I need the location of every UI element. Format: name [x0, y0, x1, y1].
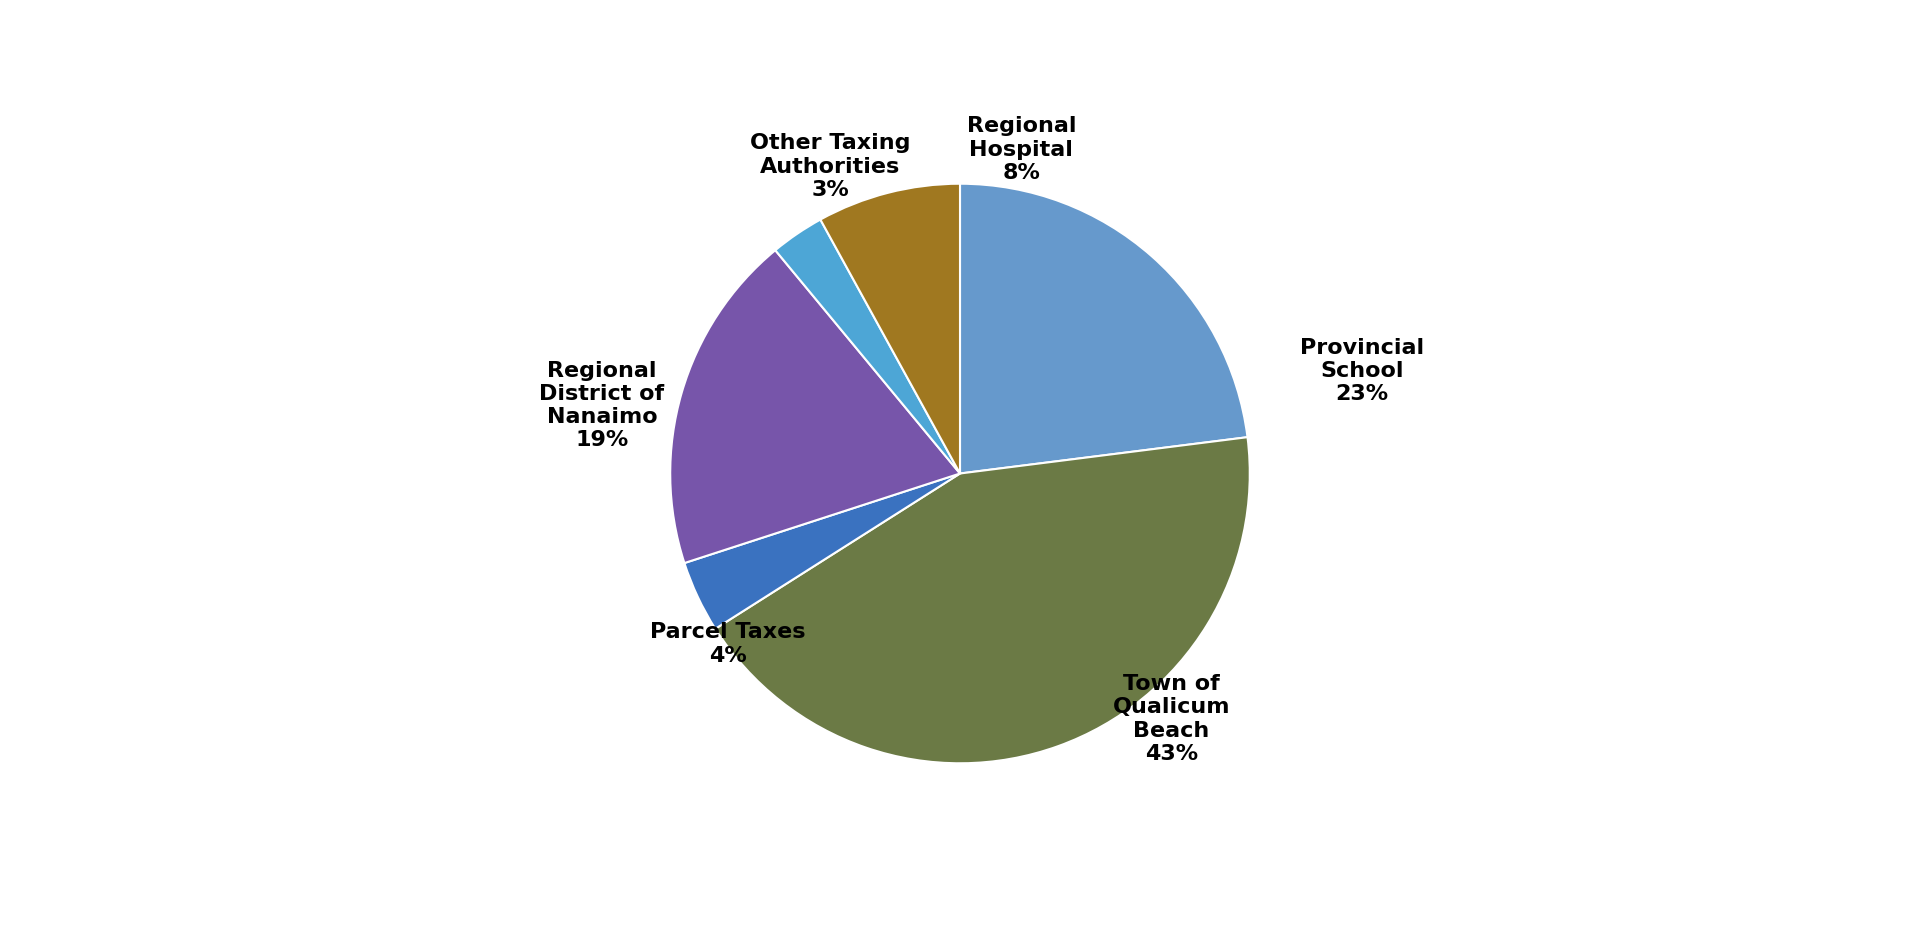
Text: Regional
District of
Nanaimo
19%: Regional District of Nanaimo 19%: [540, 361, 664, 450]
Wedge shape: [820, 184, 960, 474]
Wedge shape: [670, 250, 960, 563]
Wedge shape: [960, 184, 1248, 474]
Wedge shape: [716, 438, 1250, 763]
Text: Parcel Taxes
4%: Parcel Taxes 4%: [651, 622, 806, 666]
Text: Other Taxing
Authorities
3%: Other Taxing Authorities 3%: [751, 134, 910, 200]
Wedge shape: [684, 474, 960, 629]
Wedge shape: [776, 220, 960, 474]
Text: Town of
Qualicum
Beach
43%: Town of Qualicum Beach 43%: [1112, 674, 1231, 764]
Text: Regional
Hospital
8%: Regional Hospital 8%: [966, 116, 1075, 183]
Text: Provincial
School
23%: Provincial School 23%: [1300, 338, 1425, 404]
